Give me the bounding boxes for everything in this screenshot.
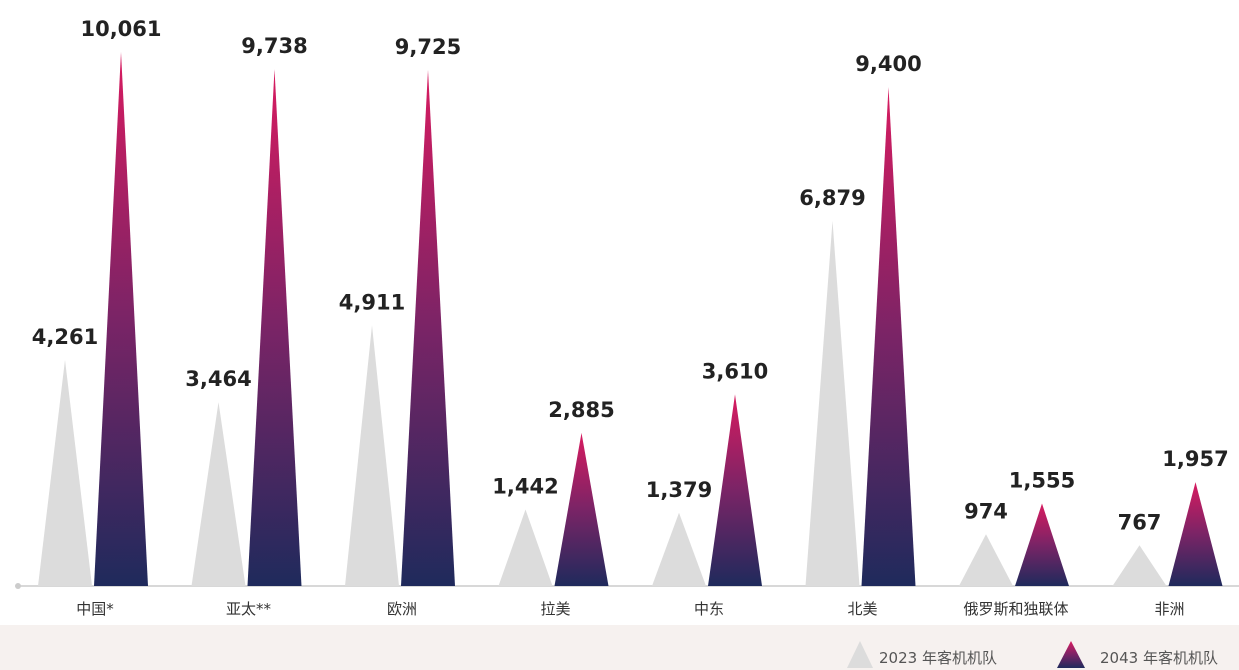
value-label-2043: 9,400 [855,52,921,76]
bar-2043 [1015,503,1069,586]
value-label-2023: 1,379 [646,478,712,502]
bar-2023 [652,512,706,586]
value-label-2043: 2,885 [548,398,614,422]
value-label-2043: 1,957 [1162,447,1228,471]
bar-2023 [1112,545,1167,586]
bar-2043 [554,432,609,586]
legend-marker-2043 [1057,641,1085,668]
bar-2023 [959,534,1013,586]
value-label-2023: 1,442 [492,474,558,498]
value-label-2043: 1,555 [1009,468,1075,492]
value-label-2043: 3,610 [702,359,768,383]
bar-2043 [247,69,302,587]
legend-label-2023: 2023 年客机机队 [879,649,997,667]
legend-label-2043: 2043 年客机机队 [1100,649,1218,667]
category-label: 中东 [694,600,724,618]
bar-2043 [861,87,916,587]
category-label: 中国* [76,600,114,618]
bar-2043 [94,52,148,586]
bar-2023 [38,359,92,586]
bar-2023 [498,509,553,586]
value-label-2043: 10,061 [80,17,161,41]
category-label: 拉美 [540,600,570,618]
category-label: 欧洲 [387,600,417,618]
value-label-2023: 3,464 [185,367,251,391]
value-label-2023: 4,911 [339,290,405,314]
value-label-2023: 767 [1118,510,1162,534]
bar-2023 [345,325,399,586]
value-label-2043: 9,725 [395,35,461,59]
value-label-2023: 974 [964,499,1008,523]
bar-2043 [401,69,455,586]
category-label: 俄罗斯和独联体 [963,600,1068,618]
bar-2023 [191,402,246,586]
axis-end-dot [15,583,21,589]
value-label-2023: 4,261 [32,325,98,349]
legend-marker-2023 [847,641,873,668]
plot-area: 4,261 10,061 中国* 3,464 9,738 亚太** 4,911 9,725 欧洲… [15,17,1239,668]
category-label: 亚太** [226,600,272,618]
bar-2043 [708,394,762,586]
category-label: 非洲 [1154,600,1184,618]
value-label-2043: 9,738 [241,34,307,58]
bar-2043 [1168,482,1223,586]
bar-2023 [805,220,860,586]
value-label-2023: 6,879 [799,186,865,210]
category-label: 北美 [847,600,877,618]
